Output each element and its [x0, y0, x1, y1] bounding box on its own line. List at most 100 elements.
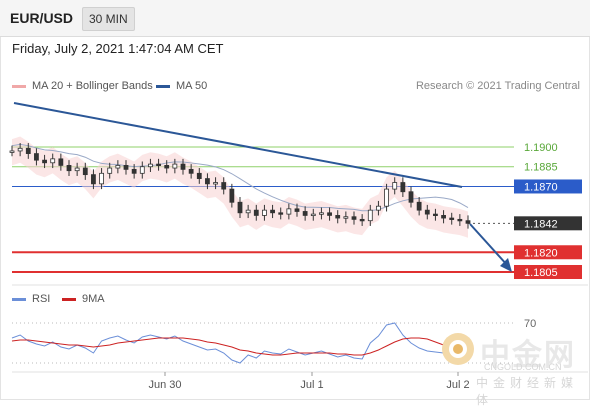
candle-body: [245, 209, 251, 214]
candle: [367, 204, 373, 226]
ma50-swatch: [156, 84, 170, 88]
candle: [270, 204, 275, 219]
candle: [172, 158, 178, 174]
candle-body: [351, 216, 357, 220]
level-label-1.1870: 1.1870: [524, 181, 558, 193]
candle: [465, 215, 471, 229]
candle: [237, 197, 243, 219]
candle: [310, 208, 316, 221]
candle: [148, 158, 153, 172]
watermark-logo: [440, 327, 586, 389]
candle-body: [156, 163, 161, 167]
candle: [164, 160, 170, 174]
candle-body: [188, 168, 194, 174]
candle: [392, 177, 398, 195]
candle-body: [433, 213, 438, 217]
level-label-1.1805: 1.1805: [524, 267, 558, 279]
candle-body: [25, 147, 31, 154]
candle-body: [327, 212, 332, 216]
candle: [156, 158, 161, 171]
candle: [25, 143, 31, 159]
candle: [319, 207, 324, 220]
candle-body: [449, 217, 455, 220]
candle-body: [270, 209, 275, 214]
watermark-brand: 中金网: [480, 339, 576, 372]
candle: [441, 210, 446, 224]
level-tag-1.1870: [514, 179, 582, 194]
candle: [416, 197, 422, 216]
candle: [408, 186, 414, 208]
candle: [278, 207, 284, 220]
candle: [424, 204, 430, 220]
candle: [17, 143, 23, 157]
ma50-label: MA 50: [176, 80, 208, 92]
rsi-level-label: 70: [524, 318, 536, 330]
candle: [131, 164, 137, 179]
timeframe-badge[interactable]: 30 MIN: [82, 7, 135, 31]
candle-body: [172, 163, 178, 169]
candle-body: [343, 216, 349, 219]
candle: [180, 158, 186, 175]
candle-body: [457, 218, 463, 222]
candle: [229, 183, 235, 208]
ma50-line: [11, 143, 469, 212]
candle: [50, 153, 56, 169]
candle-body: [213, 182, 218, 185]
candle: [213, 177, 218, 190]
candle-body: [237, 201, 243, 214]
candle-body: [367, 209, 373, 222]
candle: [82, 162, 88, 180]
projection-arrow-line: [469, 223, 509, 267]
x-tick-label: Jul 2: [446, 379, 469, 391]
level-label-1.1820: 1.1820: [524, 247, 558, 259]
level-tag-1.1842: [514, 216, 582, 231]
candle-body: [42, 159, 47, 164]
candle-body: [465, 220, 471, 224]
level-tag-1.1820: [514, 245, 582, 260]
candle: [384, 183, 389, 212]
candle-body: [148, 163, 153, 168]
candle: [188, 164, 194, 179]
x-tick-label: Jul 1: [300, 379, 323, 391]
candle-body: [286, 208, 292, 215]
watermark-url: CNGOLD.COM.CN: [484, 362, 562, 372]
candle-body: [66, 165, 72, 172]
candle: [449, 212, 455, 225]
candle-body: [335, 215, 341, 219]
candle: [400, 177, 406, 197]
copyright: Research © 2021 Trading Central: [415, 80, 580, 92]
candle: [302, 206, 308, 221]
candle: [286, 203, 292, 220]
candle-body: [9, 150, 15, 153]
candle-body: [82, 167, 88, 176]
candle: [359, 214, 365, 226]
candle: [99, 168, 104, 190]
candle: [91, 169, 96, 190]
legend-rsi: RSI: [12, 293, 50, 305]
candle-body: [392, 182, 398, 190]
candle-body: [34, 153, 39, 161]
watermark-sub: 中金财经新媒体: [476, 376, 579, 407]
candle-body: [424, 209, 430, 215]
candle: [245, 204, 251, 219]
candle: [335, 210, 341, 224]
legend-ma50: MA 50: [156, 80, 207, 92]
candle-body: [99, 172, 104, 185]
resistance-trendline: [13, 102, 463, 188]
candle-body: [107, 167, 113, 174]
candle: [457, 214, 463, 226]
legend-rsi-ma: 9MA: [62, 293, 105, 305]
x-tick-label: Jun 30: [148, 379, 181, 391]
candle: [433, 208, 438, 221]
candle-body: [262, 209, 267, 216]
candle-body: [359, 218, 365, 222]
candle-body: [91, 174, 96, 185]
candle-body: [221, 182, 227, 190]
candle: [327, 207, 332, 221]
candle-body: [164, 165, 170, 169]
candle-body: [384, 188, 389, 207]
projection-arrowhead: [500, 258, 512, 272]
candle-body: [180, 163, 186, 170]
candle-body: [400, 182, 406, 193]
